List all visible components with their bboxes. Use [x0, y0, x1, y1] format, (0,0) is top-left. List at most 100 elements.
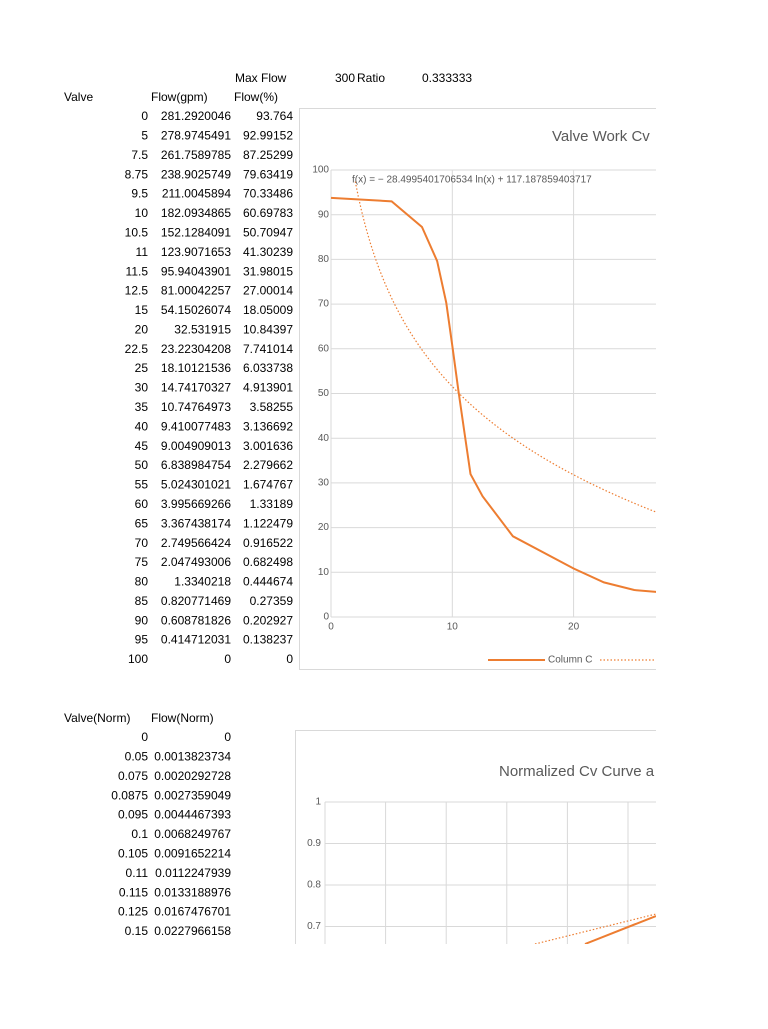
column-header: Flow(Norm)	[151, 711, 214, 725]
cell: 22.5	[125, 342, 149, 356]
cell: 0.138237	[243, 633, 293, 647]
cell: 85	[135, 594, 149, 608]
cell: 3.995669266	[161, 497, 231, 511]
y-tick-label: 1	[315, 797, 321, 808]
cell: 45	[135, 439, 149, 453]
cell: 95.94043901	[161, 264, 231, 278]
cell: 0.682498	[243, 555, 293, 569]
cell: 81.00042257	[161, 284, 231, 298]
cell: 238.9025749	[161, 167, 231, 181]
cell: 3.58255	[250, 400, 294, 414]
x-tick-label: 10	[447, 622, 459, 633]
cell: 0	[141, 109, 148, 123]
cell: 0.0167476701	[154, 905, 231, 919]
cell: 7.741014	[243, 342, 293, 356]
cell: 12.5	[125, 284, 149, 298]
cell: 30	[135, 381, 149, 395]
y-tick-label: 60	[318, 343, 330, 354]
cell: 25	[135, 361, 149, 375]
trendline-equation: f(x) = − 28.4995401706534 ln(x) + 117.18…	[352, 175, 592, 186]
cell: 281.2920046	[161, 109, 231, 123]
cell: 50.70947	[243, 226, 293, 240]
cell: 11.5	[126, 264, 149, 278]
y-tick-label: 80	[318, 254, 330, 265]
y-tick-label: 10	[318, 567, 330, 578]
cell: 2.749566424	[161, 536, 231, 550]
cell: 0.820771469	[161, 594, 231, 608]
cell: 6.838984754	[161, 458, 231, 472]
cell: 0.05	[125, 750, 149, 764]
cell: 1.674767	[243, 478, 293, 492]
x-tick-label: 0	[328, 622, 334, 633]
cell: 90	[135, 613, 149, 627]
y-tick-label: 20	[318, 522, 330, 533]
cell: 152.1284091	[161, 226, 231, 240]
y-tick-label: 100	[312, 165, 329, 176]
cell: 15	[135, 303, 149, 317]
cell: 0.0020292728	[154, 769, 231, 783]
cell: 60	[135, 497, 149, 511]
cell: 0.0227966158	[154, 924, 231, 938]
cell: 3.367438174	[161, 516, 231, 530]
cell: 18.10121536	[161, 361, 231, 375]
cell: 1.33189	[250, 497, 294, 511]
cell: 123.9071653	[161, 245, 231, 259]
x-tick-label: 20	[568, 622, 580, 633]
cell: 10.74764973	[161, 400, 231, 414]
cell: 0.075	[118, 769, 148, 783]
cell: 0.0133188976	[154, 885, 231, 899]
cell: 0.0091652214	[154, 847, 231, 861]
chart-2: Normalized Cv Curve a0.70.80.91	[296, 731, 701, 1025]
cell: 0.608781826	[161, 613, 231, 627]
cell: 10.84397	[243, 322, 293, 336]
y-tick-label: 30	[318, 478, 330, 489]
cell: 1.122479	[243, 516, 293, 530]
cell: 0.0044467393	[154, 808, 231, 822]
cell: 87.25299	[243, 148, 293, 162]
legend-label: Column C	[548, 655, 592, 666]
cell: 261.7589785	[161, 148, 231, 162]
cell: 7.5	[131, 148, 148, 162]
cell: 211.0045894	[162, 187, 232, 201]
y-tick-label: 90	[318, 209, 330, 220]
cell: 0.0112247939	[155, 866, 231, 880]
cell: 41.30239	[243, 245, 293, 259]
cell: 31.98015	[243, 264, 293, 278]
cell: 4.913901	[243, 381, 293, 395]
cell: 50	[135, 458, 149, 472]
cell: 40	[135, 419, 149, 433]
cell: 35	[135, 400, 149, 414]
cell: 0.125	[118, 905, 148, 919]
cell: 3.001636	[243, 439, 293, 453]
cell: 278.9745491	[161, 129, 231, 143]
cell: 9.004909013	[161, 439, 231, 453]
cell: 0	[286, 652, 293, 666]
y-tick-label: 40	[318, 433, 330, 444]
cell: 0.0875	[111, 788, 148, 802]
cell: 6.033738	[243, 361, 293, 375]
cell: 0.095	[118, 808, 148, 822]
cell: 0.0027359049	[154, 788, 231, 802]
cell: 100	[128, 652, 148, 666]
y-tick-label: 70	[318, 299, 330, 310]
y-tick-label: 0.9	[307, 838, 321, 849]
cell: 32.531915	[174, 322, 231, 336]
column-header: Valve(Norm)	[64, 711, 130, 725]
cell: 27.00014	[243, 284, 293, 298]
cell: 75	[135, 555, 149, 569]
cell: 14.74170327	[161, 381, 231, 395]
cell: 0.0013823734	[154, 750, 231, 764]
cell: 182.0934865	[161, 206, 231, 220]
cell: 0	[224, 730, 231, 744]
cell: 70.33486	[243, 187, 293, 201]
cell: 2.047493006	[161, 555, 231, 569]
column-header: Flow(gpm)	[151, 90, 208, 104]
cell: 10	[135, 206, 149, 220]
cell: 65	[135, 516, 149, 530]
y-tick-label: 50	[318, 388, 330, 399]
cell: 1.3340218	[174, 575, 231, 589]
cell: 0.1	[131, 827, 148, 841]
cell: 0.27359	[250, 594, 294, 608]
cell: 0.11	[126, 866, 149, 880]
